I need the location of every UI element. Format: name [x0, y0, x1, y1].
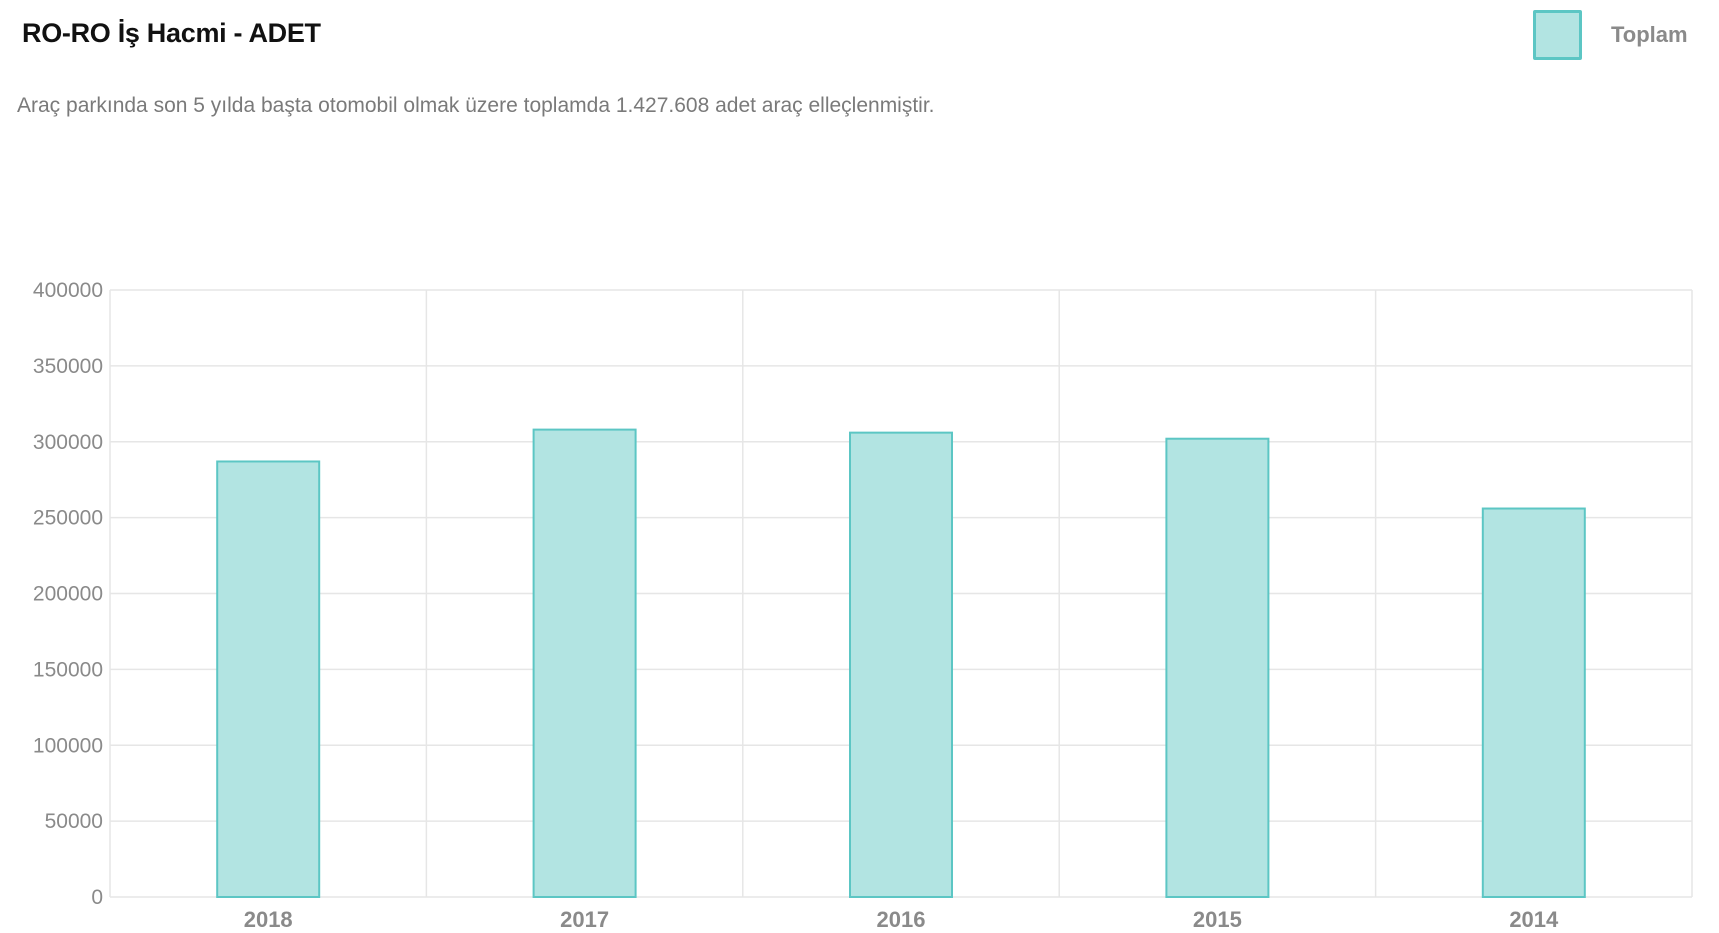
y-tick-label: 400000	[33, 279, 103, 302]
bar-2018[interactable]	[216, 460, 321, 898]
bar-2014[interactable]	[1481, 507, 1586, 898]
x-tick-label-2017: 2017	[560, 907, 609, 932]
bar-2015[interactable]	[1165, 437, 1270, 898]
x-tick-label-2015: 2015	[1193, 907, 1242, 932]
legend-label-toplam: Toplam	[1611, 22, 1688, 47]
y-tick-label: 250000	[33, 507, 103, 530]
bar-2017[interactable]	[532, 428, 637, 898]
y-tick-label: 200000	[33, 583, 103, 606]
x-axis-category-labels: 2018 2017 2016 2015 2014	[244, 907, 1559, 932]
y-tick-label: 300000	[33, 431, 103, 454]
x-tick-label-2018: 2018	[244, 907, 293, 932]
y-tick-label: 150000	[33, 658, 103, 681]
bar-2016[interactable]	[849, 431, 953, 898]
x-tick-label-2016: 2016	[877, 907, 926, 932]
chart-subtitle: Araç parkında son 5 yılda başta otomobil…	[17, 94, 935, 117]
x-tick-label-2014: 2014	[1509, 907, 1559, 932]
bars	[216, 428, 1586, 898]
y-tick-label: 100000	[33, 734, 103, 757]
y-axis-tick-labels: 400000 350000 300000 250000 200000 150000 1000…	[33, 279, 103, 909]
legend-swatch-toplam	[1533, 10, 1582, 60]
y-tick-label: 50000	[45, 810, 103, 833]
chart-title: RO-RO İş Hacmi - ADET	[22, 18, 321, 48]
y-tick-label: 0	[91, 886, 103, 909]
legend[interactable]: Toplam	[1533, 10, 1693, 64]
y-tick-label: 350000	[33, 355, 103, 378]
